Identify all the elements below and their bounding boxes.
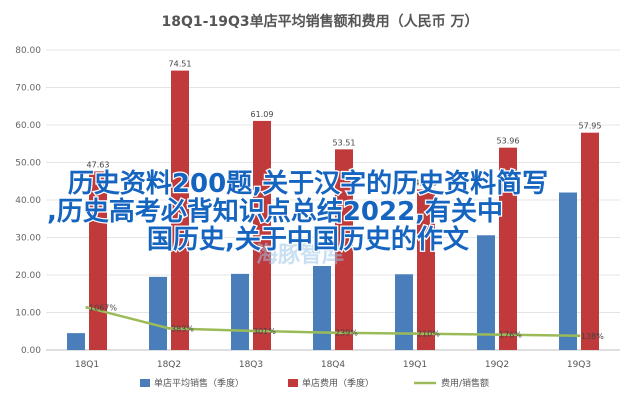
line-data-label: 383% bbox=[171, 324, 194, 333]
ratio-point bbox=[249, 329, 253, 333]
line-data-label: 138% bbox=[581, 332, 604, 341]
y-tick-label: 0.00 bbox=[21, 346, 41, 356]
y-tick-label: 40.00 bbox=[15, 196, 41, 206]
line-data-label: 239% bbox=[335, 329, 358, 338]
ratio-point bbox=[495, 333, 499, 337]
bar bbox=[477, 235, 495, 350]
y-tick-label: 80.00 bbox=[15, 46, 41, 56]
bar-data-label: 42.83 bbox=[415, 178, 438, 187]
legend-label: 单店平均销售（季度） bbox=[154, 377, 244, 389]
bar-data-label: 53.96 bbox=[497, 137, 520, 146]
y-tick-label: 10.00 bbox=[15, 309, 41, 319]
chart-title: 18Q1-19Q3单店平均销售额和费用（人民币 万） bbox=[162, 13, 479, 30]
watermark-line-1: 历史资料200题,关于汉字的历史资料简写 bbox=[68, 168, 548, 199]
bar bbox=[499, 147, 517, 350]
y-tick-label: 30.00 bbox=[15, 234, 41, 244]
ratio-point bbox=[413, 332, 417, 336]
x-tick-label: 19Q3 bbox=[567, 360, 591, 370]
watermark-logo-text: 海豚智库 bbox=[256, 242, 344, 268]
y-axis-ticks: 0.00 10.00 20.00 30.00 40.00 50.00 60.00 70.00 8… bbox=[15, 46, 41, 356]
ratio-line bbox=[85, 305, 581, 338]
bar bbox=[149, 276, 167, 350]
data-labels: 47.63 74.51 61.09 53.51 42.83 53.96 57.95 1067%… bbox=[87, 60, 605, 341]
bar bbox=[253, 120, 271, 350]
y-tick-label: 70.00 bbox=[15, 84, 41, 94]
line-data-label: 301% bbox=[253, 327, 276, 336]
legend-swatch bbox=[288, 379, 298, 387]
line-data-label: 1067% bbox=[89, 303, 117, 312]
bar bbox=[313, 266, 331, 350]
bar bbox=[559, 192, 577, 350]
watermark: 海豚智库 历史资料200题,关于汉字的历史资料简写 ,历史高考必背知识点总结20… bbox=[46, 167, 550, 268]
grid bbox=[46, 49, 620, 351]
legend-label: 单店费用（季度） bbox=[302, 377, 374, 389]
watermark-line-2: ,历史高考必背知识点总结2022,有关中 bbox=[47, 196, 503, 227]
bar bbox=[231, 273, 249, 350]
bar-data-label: 53.51 bbox=[333, 138, 356, 147]
ratio-point bbox=[577, 334, 581, 338]
ratio-point bbox=[85, 305, 89, 309]
x-tick-label: 18Q1 bbox=[75, 360, 99, 370]
bar bbox=[171, 70, 189, 351]
bar bbox=[581, 132, 599, 350]
bar bbox=[335, 149, 353, 350]
watermark-line-3: 国历史,关于中国历史的作文 bbox=[147, 224, 470, 255]
y-tick-label: 50.00 bbox=[15, 159, 41, 169]
legend-swatch bbox=[140, 379, 150, 387]
bar-data-label: 61.09 bbox=[251, 110, 274, 119]
legend: 单店平均销售（季度） 单店费用（季度） 费用/销售额 bbox=[140, 377, 489, 389]
line-data-label: 176% bbox=[499, 331, 522, 340]
y-tick-label: 20.00 bbox=[15, 271, 41, 281]
ratio-point bbox=[167, 326, 171, 330]
bar-data-label: 57.95 bbox=[579, 122, 602, 131]
x-tick-label: 18Q3 bbox=[239, 360, 263, 370]
y-tick-label: 60.00 bbox=[15, 121, 41, 131]
line-data-label: 210% bbox=[417, 330, 440, 339]
x-tick-label: 19Q2 bbox=[485, 360, 509, 370]
x-tick-label: 19Q1 bbox=[403, 360, 427, 370]
ratio-point bbox=[331, 331, 335, 335]
x-axis-ticks: 18Q1 18Q2 18Q3 18Q4 19Q1 19Q2 19Q3 bbox=[75, 360, 591, 370]
x-tick-label: 18Q4 bbox=[321, 360, 346, 370]
bar-data-label: 74.51 bbox=[169, 60, 192, 69]
legend-label: 费用/销售额 bbox=[441, 377, 489, 389]
bar-data-label: 47.63 bbox=[87, 160, 110, 169]
bar bbox=[417, 189, 435, 350]
bar bbox=[89, 171, 107, 350]
x-tick-label: 18Q2 bbox=[157, 360, 181, 370]
bar bbox=[67, 333, 85, 350]
bar bbox=[395, 274, 413, 350]
